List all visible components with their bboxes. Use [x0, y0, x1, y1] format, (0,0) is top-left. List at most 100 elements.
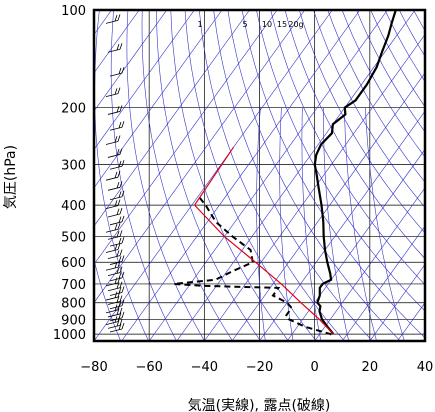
wind-barb-shaft [105, 266, 119, 271]
wind-barb-flag [118, 121, 122, 129]
wind-barb [105, 261, 121, 271]
wind-barb-flag [118, 272, 122, 279]
wind-barb-flag [114, 291, 118, 298]
wind-barb-shaft [109, 328, 123, 333]
wind-barb-flag [116, 149, 120, 156]
wind-barb-flag [116, 308, 120, 315]
mixing-ratio-label: 5 [242, 20, 247, 29]
wind-barb-shaft [105, 176, 119, 181]
wind-barb-flag [119, 266, 123, 273]
wind-barb-flag [119, 230, 123, 237]
wind-barb [105, 199, 121, 210]
wind-barb [107, 105, 123, 115]
dewpoint-line [173, 197, 334, 337]
isotherm-line [94, 10, 223, 189]
wind-barb-shaft [107, 235, 121, 240]
dry-adiabat-line [213, 10, 373, 341]
y-tick-label: 400 [61, 199, 86, 214]
wind-barb [109, 121, 125, 131]
wind-barb-flag [116, 296, 120, 303]
isotherm-line [342, 225, 425, 341]
wind-barb-flag [114, 304, 118, 311]
wind-barb-flag [121, 160, 125, 167]
wind-barb-shaft [105, 205, 119, 210]
isopleth-lines [94, 10, 435, 341]
isotherm-line [369, 263, 425, 341]
wind-barb-flag [116, 250, 120, 257]
wind-barb-flag [121, 286, 125, 293]
y-tick-label: 100 [61, 4, 86, 19]
wind-barb-flag [121, 322, 125, 330]
dry-adiabat-line [327, 10, 425, 183]
wind-barb-flag [117, 135, 121, 142]
dry-adiabat-line [227, 10, 401, 341]
wind-barb-shaft [105, 321, 119, 326]
wind-barb-shaft [107, 301, 121, 305]
moist-adiabat-line [323, 107, 350, 341]
mixing-ratio-label: 15 [277, 20, 287, 29]
y-tick-label: 900 [61, 313, 86, 328]
isotherm-line [148, 10, 388, 341]
x-tick-labels: −80 −60 −40 −20 0 20 40 [80, 360, 433, 375]
dry-adiabat-line [284, 10, 425, 260]
wind-barb [107, 281, 123, 292]
dry-adiabat-line [156, 10, 261, 341]
wind-barb-shaft [109, 126, 123, 131]
isotherm-line [231, 72, 425, 341]
wind-barb-shaft [105, 93, 119, 97]
dry-adiabat-line [341, 10, 425, 158]
wind-barb-flag [114, 136, 118, 143]
wind-barb [107, 43, 123, 53]
wind-barb-shaft [107, 111, 121, 115]
isotherm-line [259, 110, 425, 341]
wind-barb [105, 315, 121, 326]
moist-adiabat-line [344, 107, 377, 341]
moist-adiabat-line [256, 107, 266, 341]
y-tick-label: 600 [61, 256, 86, 271]
wind-barb-flag [114, 261, 118, 269]
wind-barb [107, 319, 123, 329]
moist-adiabat-line [301, 107, 322, 341]
dry-adiabat-line [94, 258, 121, 341]
mixing-ratio-labels: 1 5 10 15 20g [197, 20, 303, 29]
wind-barb-shaft [109, 165, 123, 170]
wind-barb-flag [117, 290, 121, 298]
isotherm-line [94, 10, 140, 74]
dry-adiabat-line [428, 10, 435, 341]
wind-barb-flag [118, 67, 122, 75]
wind-barb-flag [121, 271, 125, 279]
isotherm-line [424, 340, 425, 341]
wind-barbs [105, 14, 125, 333]
wind-barb [105, 243, 121, 253]
wind-barb-flag [117, 87, 121, 94]
wind-barb-flag [121, 215, 125, 222]
wind-barb-flag [121, 67, 125, 74]
wind-barb-shaft [107, 324, 121, 329]
isotherm-line [94, 10, 195, 150]
y-axis-title: 気圧(hPa) [3, 145, 19, 209]
wind-barb-flag [114, 277, 118, 284]
wind-barb [105, 87, 121, 97]
dry-adiabat-line [110, 10, 177, 341]
wind-barb [107, 249, 123, 260]
wind-barb-flag [119, 295, 123, 302]
wind-barb [109, 322, 125, 333]
wind-barb-flag [119, 207, 123, 215]
x-tick-label: 0 [311, 360, 319, 375]
plot-frame [92, 8, 427, 343]
wind-barb [107, 266, 123, 277]
x-axis-title: 気温(実線), 露点(破線) [188, 398, 331, 412]
wind-barb-flag [118, 256, 122, 263]
x-tick-label: 40 [417, 360, 434, 375]
wind-barb [109, 215, 125, 226]
dry-adiabat-line [241, 10, 425, 339]
wind-barb [105, 135, 121, 145]
isotherm-line [94, 10, 250, 227]
x-tick-label: −40 [191, 360, 218, 375]
wind-barb-flag [114, 244, 118, 251]
wind-barb-flag [121, 236, 125, 244]
wind-barb-shaft [107, 48, 121, 53]
wind-barb-shaft [107, 154, 121, 158]
